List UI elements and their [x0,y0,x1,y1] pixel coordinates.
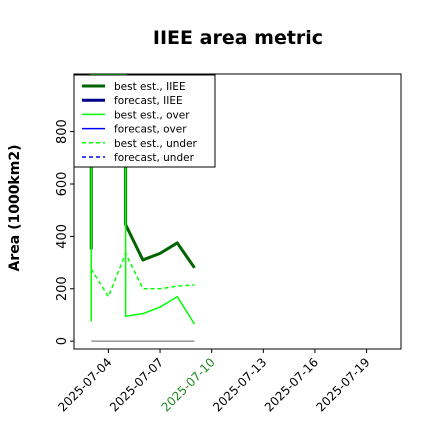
legend-label: forecast, over [114,124,187,136]
x-tick-label: 2025-07-19 [313,355,372,414]
plot-area-frame [73,73,402,350]
y-axis-ticks: 0 200 400 600 800 [55,119,74,345]
legend-label: forecast, under [114,152,195,164]
legend-label: best est., over [114,109,190,121]
x-tick-label: 2025-07-07 [107,355,166,414]
series-line [89,74,196,269]
legend-box [73,74,216,168]
x-tick-label: 2025-07-13 [210,355,269,414]
plot-series-group [89,74,196,342]
y-axis-label: Area (1000km2) [7,145,23,272]
x-tick-label: 2025-07-16 [262,355,321,414]
y-tick-label: 600 [55,172,70,197]
chart-title: IIEE area metric [153,27,323,49]
y-tick-label: 800 [55,119,70,144]
legend-label: forecast, IIEE [114,95,183,107]
plot-lines [89,74,196,342]
legend: best est., IIEE forecast, IIEE best est., … [73,74,216,168]
legend-label: best est., IIEE [114,81,186,93]
y-tick-label: 400 [55,224,70,249]
x-axis-ticks: 2025-07-042025-07-072025-07-102025-07-13… [55,349,373,414]
y-tick-label: 200 [55,276,70,301]
legend-label: best est., under [114,138,198,150]
series-line [90,74,196,325]
x-tick-label: 2025-07-04 [55,355,114,414]
x-tick-label: 2025-07-10 [159,355,218,414]
y-tick-label: 0 [55,337,70,345]
